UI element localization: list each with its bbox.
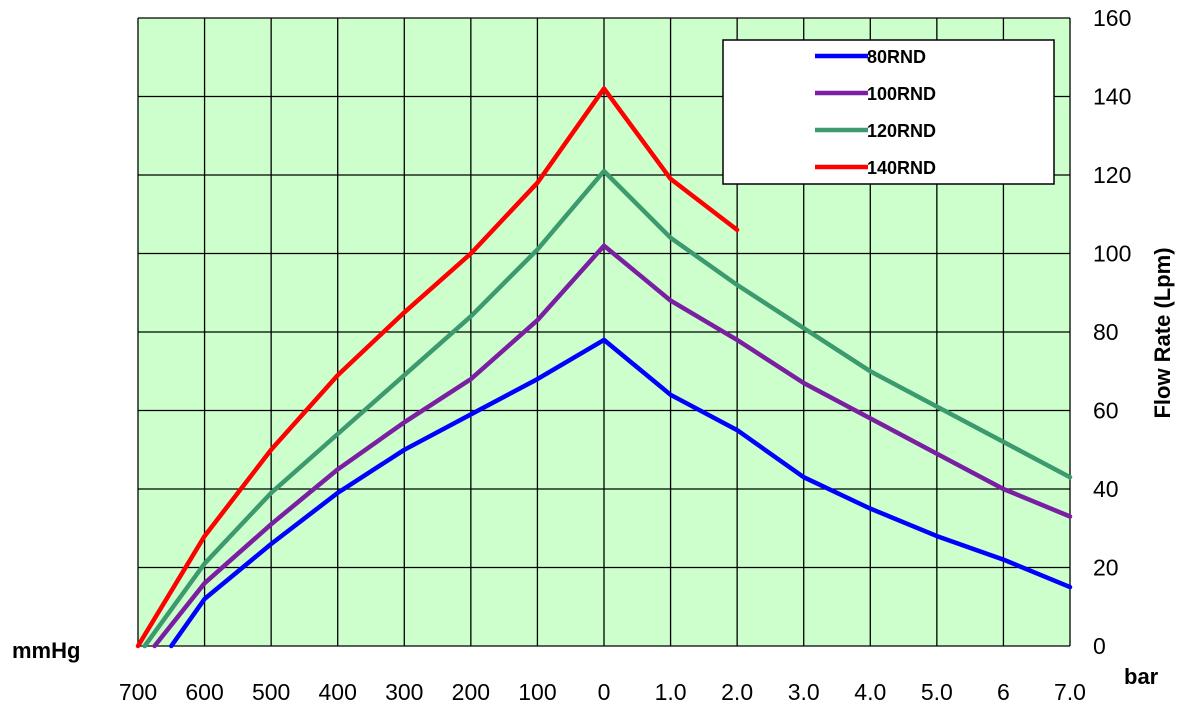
x-tick-label: 100	[518, 679, 556, 705]
legend-label-80rnd: 80RND	[867, 47, 926, 67]
x-tick-labels: 700 600 500 400 300 200 100 0 1.0 2.0 3.0 4.0 5.0 6 7.…	[119, 679, 1086, 705]
x-tick-label: 7.0	[1054, 679, 1086, 705]
x-tick-label: 5.0	[921, 679, 953, 705]
x-tick-label: 3.0	[788, 679, 820, 705]
y-tick-label: 120	[1093, 162, 1131, 188]
x-tick-label: 600	[185, 679, 223, 705]
x-tick-label: 300	[385, 679, 423, 705]
x-axis-label-mmhg: mmHg	[12, 638, 80, 663]
y-tick-label: 160	[1093, 5, 1131, 31]
x-tick-label: 400	[319, 679, 357, 705]
y-tick-labels: 0 20 40 60 80 100 120 140 160	[1093, 5, 1131, 659]
y-tick-label: 60	[1093, 398, 1119, 424]
legend-label-120rnd: 120RND	[867, 121, 936, 141]
y-tick-label: 40	[1093, 476, 1119, 502]
x-tick-label: 4.0	[854, 679, 886, 705]
legend: 80RND 100RND 120RND 140RND	[722, 39, 1055, 185]
series-lines	[135, 86, 1073, 649]
y-axis-title: Flow Rate (Lpm)	[1150, 247, 1175, 418]
x-tick-label: 0	[598, 679, 611, 705]
y-tick-label: 20	[1093, 555, 1119, 581]
y-tick-label: 100	[1093, 241, 1131, 267]
x-tick-label: 200	[452, 679, 490, 705]
x-tick-label: 1.0	[655, 679, 687, 705]
series-line-140rnd	[135, 86, 740, 649]
x-tick-label: 6	[997, 679, 1010, 705]
x-tick-label: 500	[252, 679, 290, 705]
series-line-120rnd	[142, 168, 1073, 649]
x-axis-label-bar: bar	[1124, 664, 1159, 689]
legend-label-100rnd: 100RND	[867, 84, 936, 104]
grid-lines	[137, 17, 1071, 647]
x-tick-label: 2.0	[721, 679, 753, 705]
y-tick-label: 80	[1093, 319, 1119, 345]
y-tick-label: 0	[1093, 633, 1106, 659]
series-line-80rnd	[169, 337, 1073, 649]
x-tick-label: 700	[119, 679, 157, 705]
y-tick-label: 140	[1093, 84, 1131, 110]
legend-box	[722, 39, 1055, 185]
legend-label-140rnd: 140RND	[867, 158, 936, 178]
series-line-100rnd	[152, 243, 1073, 649]
